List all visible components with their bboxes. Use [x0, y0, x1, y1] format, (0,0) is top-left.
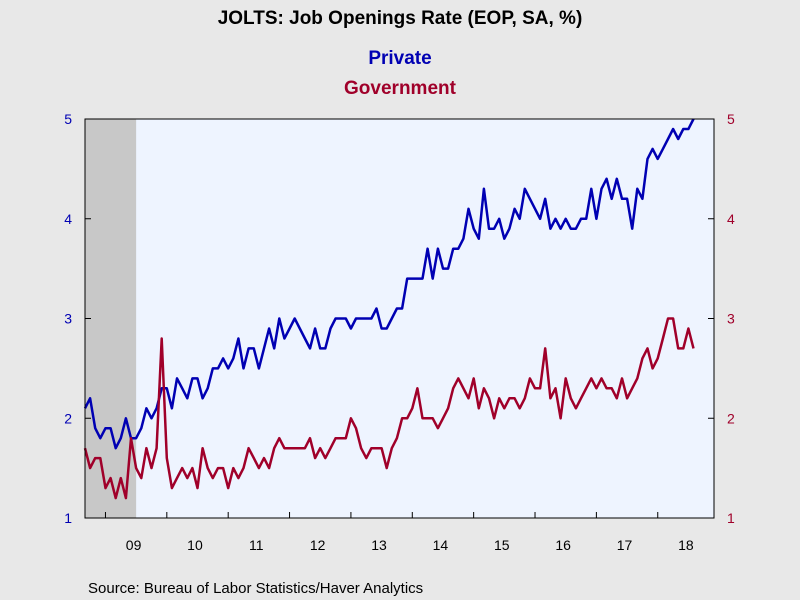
series-layer	[83, 118, 695, 500]
y-tick-label-right: 2	[727, 410, 735, 426]
legend-private: Private	[368, 48, 431, 69]
recession-shading	[85, 119, 137, 518]
y-tick-label-right: 3	[727, 311, 735, 327]
series-line-government	[83, 317, 695, 500]
x-tick-label: 13	[371, 537, 387, 553]
source-note: Source: Bureau of Labor Statistics/Haver…	[88, 580, 423, 597]
y-tick-label-left: 5	[64, 111, 72, 127]
x-tick-label: 16	[555, 537, 571, 553]
y-tick-label-right: 5	[727, 111, 735, 127]
y-tick-label-right: 4	[727, 211, 735, 227]
y-tick-label-left: 3	[64, 311, 72, 327]
x-tick-label: 14	[433, 537, 449, 553]
x-tick-label: 09	[126, 537, 142, 553]
y-tick-label-right: 1	[727, 510, 735, 526]
x-tick-label: 15	[494, 537, 510, 553]
y-tick-label-left: 4	[64, 211, 72, 227]
y-tick-label-left: 1	[64, 510, 72, 526]
plot-area	[85, 119, 714, 518]
x-tick-label: 18	[678, 537, 694, 553]
series-line-private	[83, 118, 695, 450]
x-tick-label: 11	[249, 537, 264, 553]
x-tick-label: 12	[310, 537, 326, 553]
x-tick-label: 17	[617, 537, 633, 553]
chart-title: JOLTS: Job Openings Rate (EOP, SA, %)	[218, 8, 583, 29]
y-tick-label-left: 2	[64, 410, 72, 426]
axes-layer: 1 12 23 34 45 509 10 11 12 13 14 15 16 17 18	[64, 111, 735, 553]
legend-government: Government	[344, 78, 457, 99]
x-tick-label: 10	[187, 537, 203, 553]
